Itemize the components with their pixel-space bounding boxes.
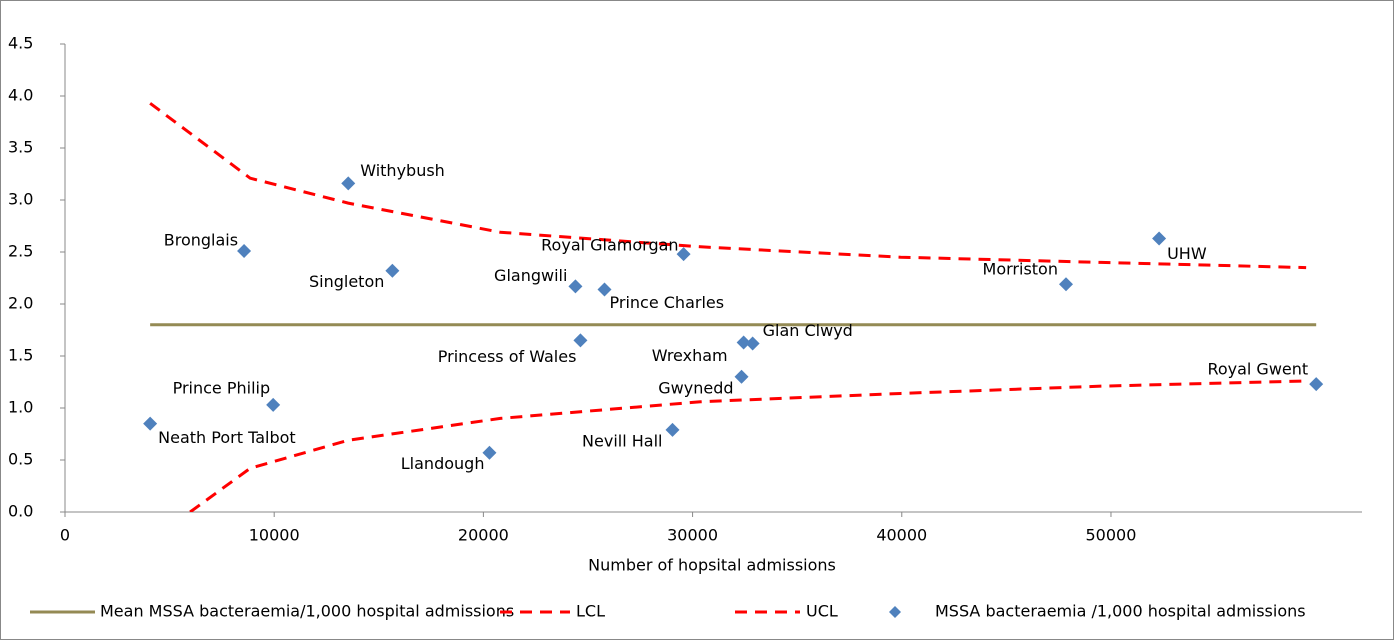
scatter-point	[665, 422, 680, 437]
line-series	[189, 379, 1307, 512]
legend-label: LCL	[576, 602, 605, 621]
point-label: Bronglais	[164, 230, 238, 249]
x-tick-label: 40000	[876, 526, 927, 545]
y-tick-label: 3.0	[8, 190, 33, 209]
y-tick-label: 4.5	[8, 34, 33, 53]
scatter-point	[597, 282, 612, 297]
point-label: Wrexham	[652, 346, 728, 365]
point-label: Gwynedd	[658, 378, 733, 397]
scatter-point	[745, 336, 760, 351]
point-label: UHW	[1167, 244, 1207, 263]
x-tick-label: 0	[60, 526, 70, 545]
scatter-point	[1152, 231, 1167, 246]
scatter-point	[482, 445, 497, 460]
scatter-point	[143, 416, 158, 431]
plot-area	[149, 102, 1317, 512]
y-tick-label: 1.5	[8, 346, 33, 365]
y-tick-label: 2.0	[8, 294, 33, 313]
line-series	[149, 102, 1307, 270]
x-tick-label: 50000	[1086, 526, 1137, 545]
point-label: Royal Glamorgan	[541, 236, 678, 255]
scatter-point	[1058, 277, 1073, 292]
point-label: Singleton	[309, 272, 384, 291]
x-tick-label: 10000	[249, 526, 300, 545]
scatter-point	[385, 263, 400, 278]
legend-label: UCL	[806, 602, 838, 621]
y-tick-label: 2.5	[8, 242, 33, 261]
y-tick-label: 0.5	[8, 450, 33, 469]
point-label: Morriston	[983, 260, 1058, 279]
legend-swatch	[889, 606, 901, 618]
point-label: Princess of Wales	[438, 347, 577, 366]
x-tick-label: 20000	[458, 526, 509, 545]
legend-label: Mean MSSA bacteraemia/1,000 hospital adm…	[100, 602, 514, 621]
scatter-point	[568, 279, 583, 294]
scatter-point	[734, 369, 749, 384]
scatter-point	[237, 243, 252, 258]
y-tick-label: 1.0	[8, 398, 33, 417]
point-label: Royal Gwent	[1207, 360, 1308, 379]
scatter-point	[341, 176, 356, 191]
scatter-point	[676, 247, 691, 262]
y-tick-label: 3.5	[8, 138, 33, 157]
point-label: Glan Clwyd	[763, 321, 853, 340]
x-tick-label: 30000	[667, 526, 718, 545]
point-label: Prince Philip	[173, 378, 271, 397]
x-axis-label: Number of hopsital admissions	[588, 556, 836, 575]
point-label: Llandough	[401, 454, 485, 473]
point-label: Neath Port Talbot	[158, 428, 296, 447]
scatter-point	[1309, 377, 1324, 392]
point-label: Withybush	[360, 161, 445, 180]
scatter-point	[736, 335, 751, 350]
point-label: Glangwili	[494, 266, 567, 285]
scatter-point	[266, 397, 281, 412]
y-tick-label: 0.0	[8, 502, 33, 521]
point-label: Prince Charles	[610, 293, 725, 312]
scatter-point	[573, 333, 588, 348]
point-label: Nevill Hall	[582, 431, 662, 450]
y-tick-label: 4.0	[8, 86, 33, 105]
legend-label: MSSA bacteraemia /1,000 hospital admissi…	[935, 602, 1306, 621]
